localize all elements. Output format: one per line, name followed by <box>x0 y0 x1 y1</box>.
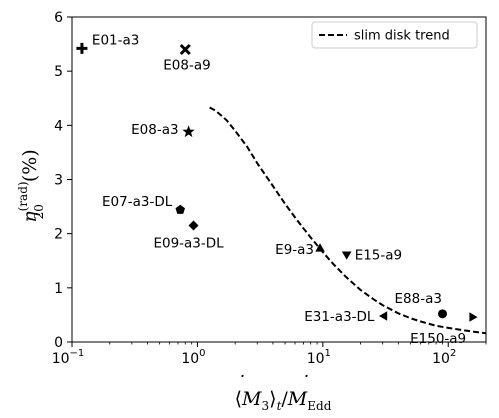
x-marker <box>179 43 191 56</box>
data-point: E15-a9 <box>341 247 402 263</box>
star-marker <box>182 125 195 138</box>
x-axis-title-dot-2: ˙ <box>300 372 310 394</box>
triangle-up-marker <box>315 243 325 252</box>
data-point: E88-a3 <box>395 291 448 319</box>
point-label: E15-a9 <box>355 247 402 263</box>
x-axis-title-dot-1: ˙ <box>236 372 246 394</box>
point-label: E01-a3 <box>92 32 139 48</box>
data-point: E01-a3 <box>76 32 139 54</box>
circle-marker <box>438 309 448 319</box>
data-point: E31-a3-DL <box>304 309 388 325</box>
point-label: E88-a3 <box>395 291 442 307</box>
trend-layer <box>209 106 487 335</box>
data-point: E150-a9 <box>410 312 478 347</box>
data-point: E08-a3 <box>131 122 195 138</box>
y-tick-label: 4 <box>54 118 63 134</box>
point-label: E08-a3 <box>131 122 178 138</box>
diamond-marker <box>188 220 199 231</box>
point-label: E08-a9 <box>163 58 210 74</box>
pentagon-marker <box>175 204 185 214</box>
y-axis: 0 1 2 3 4 5 6 <box>54 10 72 351</box>
x-tick-label: 101 <box>307 348 331 367</box>
plus-marker <box>76 42 88 54</box>
triangle-right-marker <box>469 312 478 322</box>
data-point: E9-a3 <box>275 242 325 258</box>
y-tick-label: 5 <box>54 64 63 80</box>
legend-box <box>311 21 478 49</box>
y-axis-title: η(rad)20(%) <box>16 149 46 223</box>
x-tick-label: 10−1 <box>52 348 85 367</box>
data-point: E08-a9 <box>163 43 211 74</box>
point-label: E07-a3-DL <box>102 194 173 210</box>
points-layer: E01-a3 E08-a9 E08-a3 E07-a3-DL E09-a3-DL E9-a… <box>76 32 478 347</box>
trend-line <box>209 106 487 335</box>
data-point: E07-a3-DL <box>102 194 185 214</box>
y-tick-label: 3 <box>54 173 63 189</box>
y-tick-label: 1 <box>54 281 63 297</box>
point-label: E150-a9 <box>410 331 466 347</box>
x-axis-title: ⟨M3⟩t/MEdd <box>235 388 332 413</box>
point-label: E31-a3-DL <box>304 309 375 325</box>
y-tick-label: 6 <box>54 10 63 26</box>
y-tick-label: 0 <box>54 335 63 351</box>
legend: slim disk trend <box>311 21 478 49</box>
y-tick-label: 2 <box>54 227 63 243</box>
point-label: E9-a3 <box>275 242 314 258</box>
data-point: E09-a3-DL <box>153 220 224 252</box>
triangle-down-marker <box>341 251 352 260</box>
x-axis: 10−1 100 101 102 <box>52 342 487 367</box>
point-label: E09-a3-DL <box>153 236 224 252</box>
x-tick-label: 102 <box>432 348 456 367</box>
x-tick-label: 100 <box>181 348 205 367</box>
legend-label: slim disk trend <box>354 29 450 44</box>
triangle-left-marker <box>379 311 388 321</box>
